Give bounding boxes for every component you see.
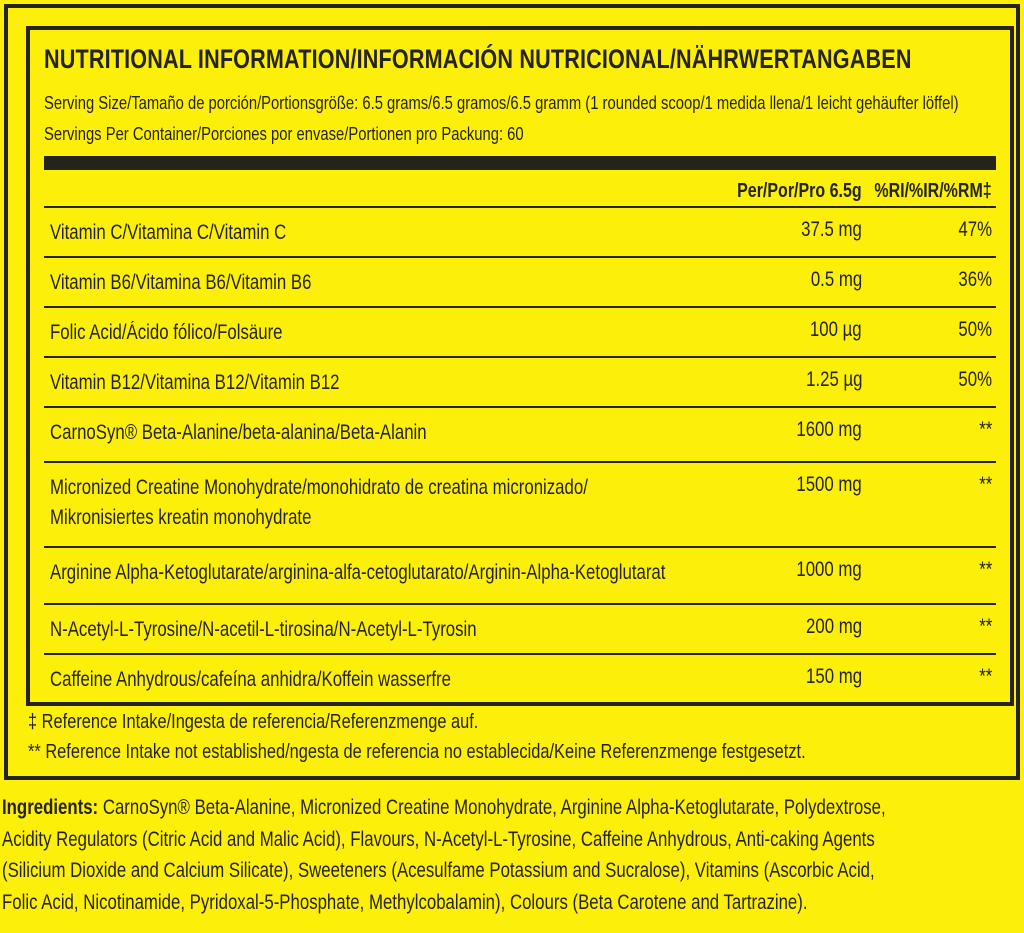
divider-bar	[44, 156, 996, 170]
table-row: Vitamin B6/Vitamina B6/Vitamin B6 0.5 mg 3…	[44, 256, 996, 306]
table-row: Vitamin C/Vitamina C/Vitamin C 37.5 mg 47%	[44, 206, 996, 256]
nutrient-ri: **	[978, 615, 992, 638]
nutrient-amount: 200 mg	[805, 615, 862, 638]
nutrient-ri: **	[978, 558, 992, 581]
ingredients-line: (Silicium Dioxide and Calcium Silicate),…	[2, 859, 875, 882]
nutrient-name: Vitamin B6/Vitamina B6/Vitamin B6	[50, 271, 312, 294]
nutrient-name: Vitamin C/Vitamina C/Vitamin C	[50, 221, 287, 244]
nutrient-amount: 1.25 µg	[805, 368, 862, 391]
nutrient-amount: 37.5 mg	[801, 218, 862, 241]
table-row: N-Acetyl-L-Tyrosine/N-acetil-L-tirosina/…	[44, 603, 996, 653]
nutrient-amount: 1000 mg	[796, 558, 862, 581]
nutrition-table-box: NUTRITIONAL INFORMATION/INFORMACIÓN NUTR…	[26, 26, 1014, 706]
header-amount: Per/Por/Pro 6.5g	[737, 180, 863, 202]
nutrition-panel: NUTRITIONAL INFORMATION/INFORMACIÓN NUTR…	[4, 4, 1020, 780]
nutrient-name: Vitamin B12/Vitamina B12/Vitamin B12	[50, 371, 340, 394]
nutrient-name: Caffeine Anhydrous/cafeína anhidra/Koffe…	[50, 668, 451, 691]
header-ri: %RI/%IR/%RM‡	[874, 180, 992, 202]
nutrient-name: CarnoSyn® Beta-Alanine/beta-alanina/Beta…	[50, 421, 427, 444]
table-row: Folic Acid/Ácido fólico/Folsäure 100 µg 50…	[44, 306, 996, 356]
panel-title: NUTRITIONAL INFORMATION/INFORMACIÓN NUTR…	[44, 44, 912, 74]
ingredients-line: Folic Acid, Nicotinamide, Pyridoxal-5-Ph…	[2, 890, 808, 914]
nutrient-amount: 150 mg	[805, 665, 862, 688]
nutrient-ri: 50%	[958, 318, 992, 341]
table-row: Micronized Creatine Monohydrate/monohidr…	[44, 461, 996, 546]
ingredients: Ingredients: CarnoSyn® Beta-Alanine, Mic…	[2, 792, 1022, 918]
nutrient-amount: 1600 mg	[796, 418, 862, 441]
table-row: CarnoSyn® Beta-Alanine/beta-alanina/Beta…	[44, 406, 996, 461]
ingredients-line: Acidity Regulators (Citric Acid and Mali…	[2, 827, 875, 851]
nutrient-ri: 36%	[958, 268, 992, 291]
table-row: Arginine Alpha-Ketoglutarate/arginina-al…	[44, 546, 996, 603]
nutrient-ri: 50%	[958, 368, 992, 391]
nutrient-amount: 0.5 mg	[810, 268, 862, 291]
nutrient-ri: **	[978, 473, 992, 496]
servings-per-container: Servings Per Container/Porciones por env…	[44, 123, 524, 144]
table-row: Caffeine Anhydrous/cafeína anhidra/Koffe…	[44, 653, 996, 705]
nutrient-name: Folic Acid/Ácido fólico/Folsäure	[50, 321, 283, 344]
nutrient-name: Micronized Creatine Monohydrate/monohidr…	[50, 476, 588, 529]
footnote-reference-intake: ‡ Reference Intake/Ingesta de referencia…	[28, 710, 479, 733]
ingredients-label: Ingredients:	[2, 796, 99, 819]
serving-size: Serving Size/Tamaño de porción/Portionsg…	[44, 92, 959, 113]
nutrient-ri: 47%	[958, 218, 992, 241]
nutrient-amount: 100 µg	[810, 318, 862, 341]
ingredients-line: Ingredients: CarnoSyn® Beta-Alanine, Mic…	[2, 796, 886, 819]
nutrient-ri: **	[978, 418, 992, 441]
nutrient-ri: **	[978, 665, 992, 688]
table-header: Per/Por/Pro 6.5g %RI/%IR/%RM‡	[44, 174, 996, 210]
nutrient-name: Arginine Alpha-Ketoglutarate/arginina-al…	[50, 561, 666, 584]
nutrient-amount: 1500 mg	[796, 473, 862, 496]
table-row: Vitamin B12/Vitamina B12/Vitamin B12 1.25…	[44, 356, 996, 406]
footnote-not-established: ** Reference Intake not established/nges…	[28, 740, 806, 763]
nutrient-name: N-Acetyl-L-Tyrosine/N-acetil-L-tirosina/…	[50, 618, 477, 641]
